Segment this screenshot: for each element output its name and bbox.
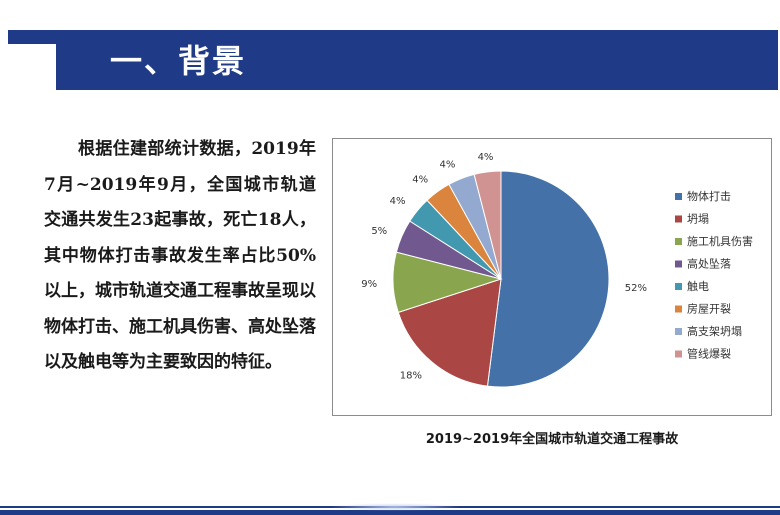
pie-chart: 52% 18% 9% 5% 4% 4% 4% 4% 物体打击坍塌施工机具伤害高处坠落触电房屋开裂… [361, 152, 753, 388]
page-title: 一、背景 [110, 42, 247, 80]
chart-frame: 52% 18% 9% 5% 4% 4% 4% 4% 物体打击坍塌施工机具伤害 高处坠落触电房屋开裂… [332, 138, 772, 416]
pie-data-label: 4% [440, 160, 456, 171]
footer-glow [330, 503, 460, 511]
pie-data-label: 4% [390, 196, 406, 207]
legend-swatch [675, 238, 682, 245]
legend-label: 坍塌 [687, 212, 709, 226]
legend-label: 施工机具伤害 [687, 234, 753, 248]
footer-line-thick [0, 510, 780, 515]
legend-swatch [675, 283, 682, 290]
pie-data-label: 4% [478, 152, 494, 163]
pie-slice-1 [486, 170, 610, 388]
legend-label: 高处坠落 [687, 257, 731, 271]
header-bar [8, 30, 778, 90]
legend-swatch [675, 193, 682, 200]
legend-label: 管线爆裂 [687, 347, 731, 361]
legend-swatch [675, 260, 682, 268]
legend-label: 物体打击 [687, 189, 731, 203]
chart-title: 2019~2019年全国城市轨道交通工程事故 [425, 432, 679, 447]
pie-data-label: 52% [625, 283, 647, 294]
legend-swatch [675, 215, 682, 223]
pie-data-label: 18% [400, 371, 422, 382]
legend-swatch [675, 305, 682, 313]
pie-data-label: 5% [371, 226, 387, 237]
legend-swatch [675, 350, 682, 358]
body-paragraph: 根据住建部统计数据，2019年7月~2019年9月，全国城市轨道交通共发生23起… [44, 139, 316, 372]
pie-slice-2 [397, 278, 502, 387]
pie-data-label: 9% [361, 279, 377, 290]
pie-slice-8 [473, 170, 502, 280]
legend-label: 房屋开裂 [687, 303, 731, 316]
pie-data-label: 4% [412, 175, 428, 186]
legend-label: 触电 [687, 279, 709, 293]
header-notch [8, 44, 56, 90]
legend-swatch [675, 328, 682, 335]
legend-label: 高支架坍塌 [687, 324, 742, 338]
